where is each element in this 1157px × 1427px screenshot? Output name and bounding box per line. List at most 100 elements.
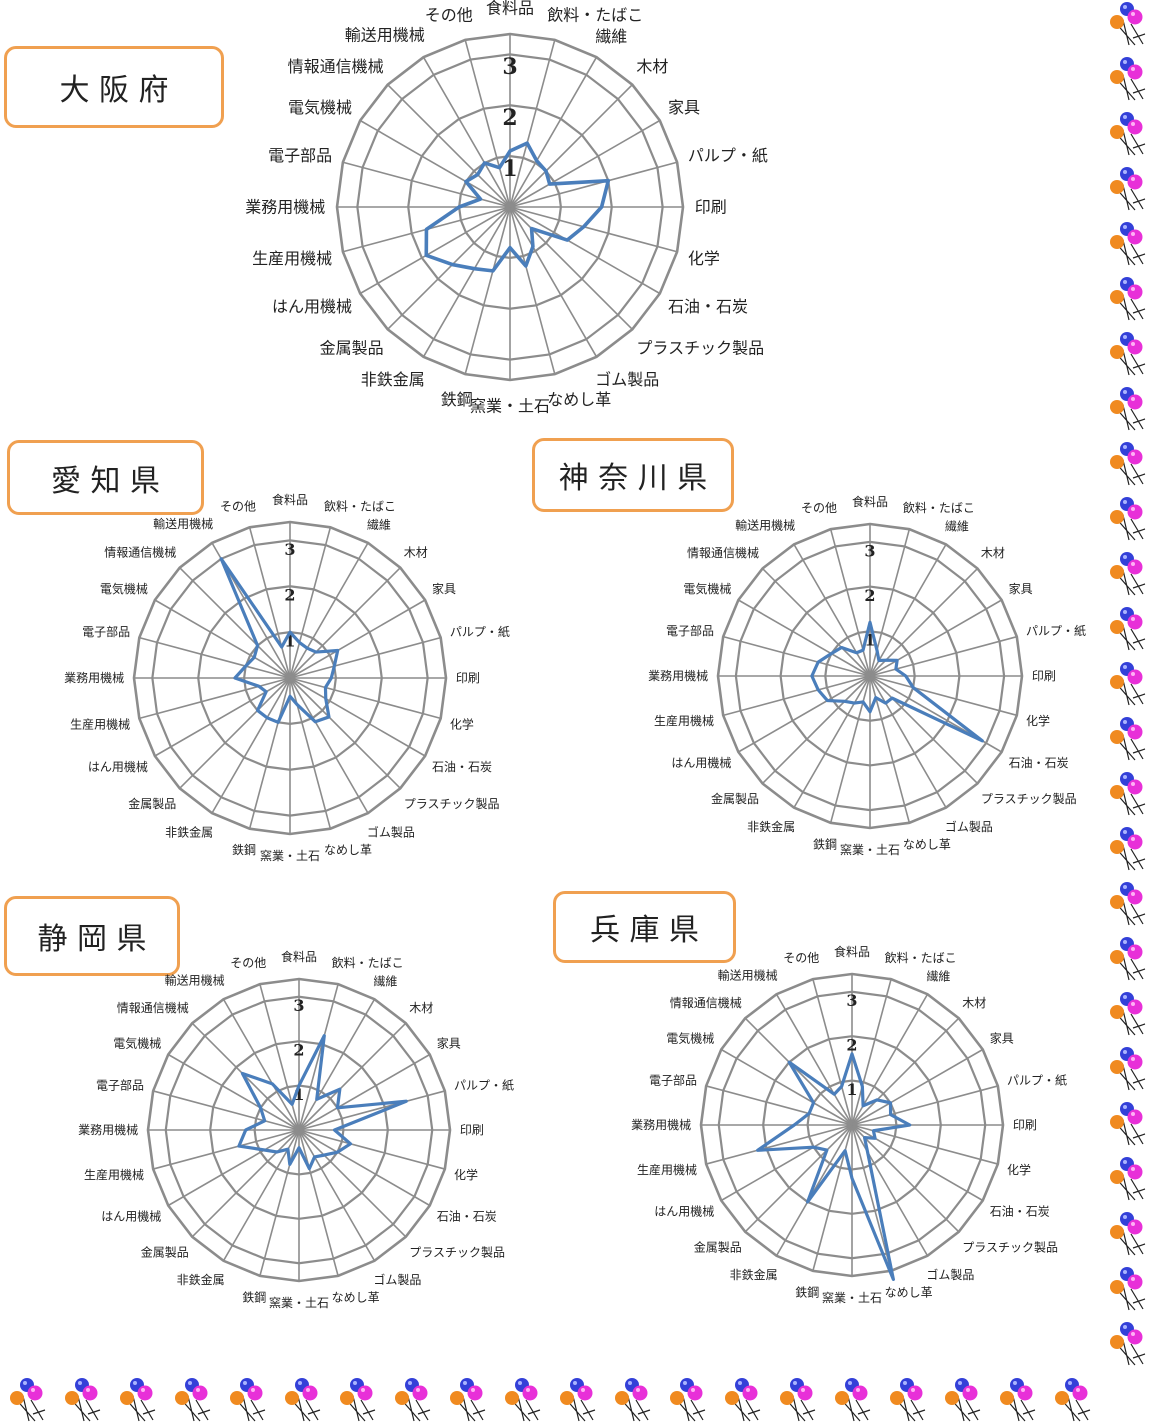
radar-ring: [716, 522, 1024, 830]
radar-spoke: [359, 206, 511, 295]
ring-label: 2: [293, 1041, 304, 1060]
balloon-icon: [1110, 992, 1146, 1036]
category-label: はん用機械: [88, 759, 148, 774]
balloon-icon: [1110, 882, 1146, 926]
category-label: 電子部品: [666, 623, 714, 638]
radar-ring: [356, 53, 664, 361]
category-label: 鉄鋼: [232, 842, 256, 857]
balloon-icon: [780, 1378, 816, 1422]
radar-spoke: [464, 206, 511, 375]
radar-spoke: [298, 1022, 407, 1131]
category-label: 印刷: [1013, 1118, 1037, 1132]
category-label: パルプ・紙: [1007, 1072, 1067, 1087]
category-label: 繊維: [367, 518, 391, 532]
balloon-icon: [1110, 2, 1146, 46]
category-label: 輸送用機械: [718, 967, 778, 982]
category-label: 木材: [962, 996, 986, 1010]
category-label: 食料品: [852, 494, 888, 509]
ring-label: 2: [502, 105, 517, 131]
category-label: 印刷: [1032, 669, 1056, 683]
radar-spoke: [851, 1124, 960, 1233]
radar-spoke: [179, 677, 291, 789]
radar-spoke: [851, 1017, 960, 1126]
category-label: 化学: [688, 249, 720, 268]
chart-title-shizuoka: 静 岡 県: [4, 896, 180, 976]
radar-spoke: [851, 978, 892, 1126]
category-label: 化学: [450, 716, 474, 731]
category-label: 家具: [1009, 581, 1033, 596]
balloon-icon: [1110, 332, 1146, 376]
radar-spoke: [289, 677, 401, 789]
radar-spoke: [812, 978, 853, 1126]
balloon-icon: [615, 1378, 651, 1422]
category-label: 非鉄金属: [747, 819, 795, 834]
category-label: 輸送用機械: [153, 516, 213, 531]
category-label: 情報通信機械: [687, 545, 759, 560]
category-label: ゴム製品: [926, 1267, 974, 1282]
category-label: 木材: [404, 545, 428, 559]
radar-spoke: [152, 1090, 300, 1131]
radar-spoke: [869, 599, 1003, 677]
ring-label: 1: [284, 632, 295, 651]
category-label: その他: [425, 5, 473, 24]
radar-spoke: [422, 206, 511, 358]
category-label: 情報通信機械: [104, 544, 176, 559]
radar-spoke: [289, 677, 441, 720]
radar-spoke: [720, 1124, 853, 1202]
category-label: なめし革: [332, 1290, 380, 1304]
ring-label: 3: [864, 541, 875, 560]
category-label: 電子部品: [649, 1072, 697, 1087]
radar-spoke: [298, 983, 339, 1131]
category-label: 印刷: [695, 198, 727, 217]
category-label: 石油・石炭: [990, 1205, 1050, 1219]
radar-ring: [151, 539, 429, 817]
ring-label: 3: [293, 996, 304, 1015]
category-label: 窯業・土石: [470, 397, 550, 416]
category-label: 化学: [1026, 713, 1050, 728]
radar-spoke: [509, 84, 633, 208]
category-label: 家具: [990, 1031, 1014, 1046]
balloon-icon: [450, 1378, 486, 1422]
radar-spoke: [869, 675, 947, 809]
radar-spoke: [298, 1129, 407, 1238]
balloon-icon: [1110, 937, 1146, 981]
balloon-icon: [10, 1378, 46, 1422]
radar-spoke: [298, 1129, 446, 1170]
category-label: 金属製品: [711, 791, 759, 806]
category-label: 家具: [437, 1036, 461, 1051]
category-label: 生産用機械: [637, 1162, 697, 1177]
category-label: 化学: [1007, 1162, 1031, 1177]
category-label: ゴム製品: [945, 819, 993, 834]
category-label: 石油・石炭: [668, 297, 748, 316]
category-label: 電子部品: [268, 146, 332, 165]
radar-spoke: [705, 1124, 853, 1165]
category-label: 情報通信機械: [117, 1000, 189, 1015]
balloon-icon: [175, 1378, 211, 1422]
category-label: 飲料・たばこ: [332, 955, 404, 970]
category-label: 飲料・たばこ: [547, 5, 643, 24]
radar-ring: [209, 1040, 389, 1220]
radar-ring: [762, 1035, 942, 1215]
radar-spoke: [289, 636, 441, 679]
category-label: ゴム製品: [367, 824, 415, 839]
radar-spoke: [869, 675, 911, 824]
radar-spoke: [248, 677, 291, 829]
category-label: はん用機械: [101, 1209, 161, 1224]
category-label: 化学: [454, 1167, 478, 1182]
radar-spoke: [387, 84, 511, 208]
balloon-icon: [1110, 112, 1146, 156]
radar-spoke: [298, 1090, 446, 1131]
radar-spoke: [167, 1053, 300, 1131]
ring-label: 1: [293, 1085, 304, 1104]
category-label: 情報通信機械: [288, 57, 384, 76]
category-label: その他: [801, 501, 837, 515]
category-label: 飲料・たばこ: [903, 500, 975, 515]
category-label: 飲料・たばこ: [885, 950, 957, 965]
chart-title-osaka: 大 阪 府: [4, 46, 224, 128]
radar-spoke: [851, 1124, 892, 1272]
category-label: 業務用機械: [245, 198, 325, 217]
balloon-icon: [340, 1378, 376, 1422]
category-label: はん用機械: [654, 1204, 714, 1219]
